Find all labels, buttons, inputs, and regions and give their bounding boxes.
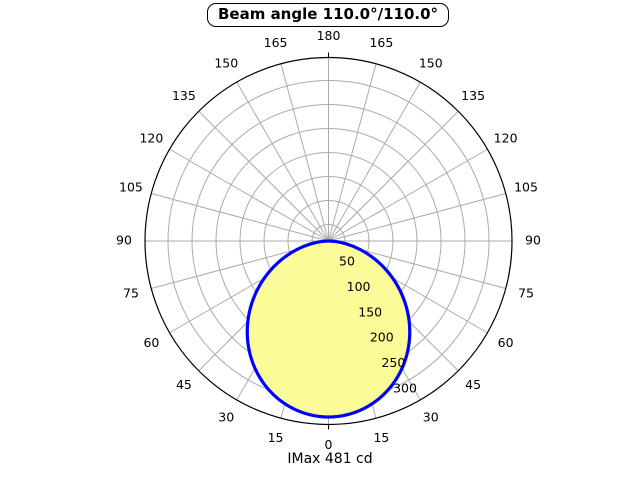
imax-label: IMax 481 cd — [287, 451, 373, 467]
radial-tick-label-250: 250 — [381, 355, 405, 370]
angle-tick-label-60-left: 60 — [143, 335, 159, 350]
angle-tick-label-15-right: 15 — [373, 430, 389, 445]
angle-tick-label-120-left: 120 — [139, 130, 163, 145]
beam-intensity-curve — [245, 239, 412, 419]
angle-tick-label-135-left: 135 — [172, 88, 196, 103]
angle-tick-label-45-right: 45 — [465, 377, 481, 392]
grid-spoke-120 — [328, 148, 488, 242]
grid-spoke-255 — [151, 193, 329, 242]
grid-spoke-150 — [328, 81, 421, 242]
angle-tick-label-45-left: 45 — [176, 377, 192, 392]
angle-tick-label-150-right: 150 — [419, 55, 443, 70]
angle-tick-label-75-right: 75 — [518, 285, 534, 300]
angle-tick-label-0: 0 — [325, 437, 333, 452]
angle-tick-label-75-left: 75 — [123, 285, 139, 300]
angle-tick-label-180: 180 — [317, 28, 341, 43]
grid-spoke-195 — [280, 63, 329, 242]
radial-tick-label-50: 50 — [339, 254, 355, 269]
grid-spoke-210 — [236, 81, 329, 242]
angle-tick-label-30-right: 30 — [423, 410, 439, 425]
radial-tick-label-100: 100 — [347, 279, 371, 294]
grid-spoke-135 — [328, 110, 459, 242]
angle-tick-label-120-right: 120 — [494, 130, 518, 145]
angle-tick-label-90-right: 90 — [525, 233, 541, 248]
angle-tick-label-90-left: 90 — [116, 233, 132, 248]
angle-tick-label-105-left: 105 — [119, 180, 143, 195]
angle-tick-label-135-right: 135 — [461, 88, 485, 103]
angle-tick-label-15-left: 15 — [268, 430, 284, 445]
chart-title: Beam angle 110.0°/110.0° — [206, 3, 450, 27]
radial-tick-label-200: 200 — [370, 330, 394, 345]
grid-spoke-240 — [169, 148, 329, 242]
radial-tick-label-150: 150 — [358, 304, 382, 319]
grid-spoke-225 — [198, 110, 329, 242]
radial-tick-label-300: 300 — [393, 381, 417, 396]
angle-tick-label-165-right: 165 — [369, 35, 393, 50]
grid-spoke-165 — [328, 63, 377, 242]
angle-tick-label-60-right: 60 — [498, 335, 514, 350]
angle-tick-label-105-right: 105 — [514, 180, 538, 195]
angle-tick-label-165-left: 165 — [264, 35, 288, 50]
angle-tick-label-150-left: 150 — [214, 55, 238, 70]
angle-tick-label-30-left: 30 — [218, 410, 234, 425]
grid-spoke-105 — [328, 193, 506, 242]
